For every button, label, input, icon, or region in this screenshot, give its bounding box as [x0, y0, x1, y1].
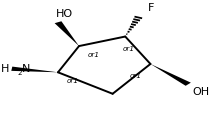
Polygon shape [11, 67, 58, 72]
Text: or1: or1 [129, 73, 141, 79]
Text: OH: OH [192, 87, 210, 97]
Text: 2: 2 [17, 70, 22, 76]
Text: or1: or1 [123, 46, 135, 52]
Polygon shape [150, 64, 191, 86]
Text: HO: HO [56, 9, 73, 19]
Polygon shape [55, 21, 79, 46]
Text: H: H [1, 64, 10, 74]
Text: N: N [22, 64, 31, 74]
Text: or1: or1 [88, 52, 100, 58]
Text: or1: or1 [66, 78, 78, 84]
Text: F: F [148, 3, 155, 13]
